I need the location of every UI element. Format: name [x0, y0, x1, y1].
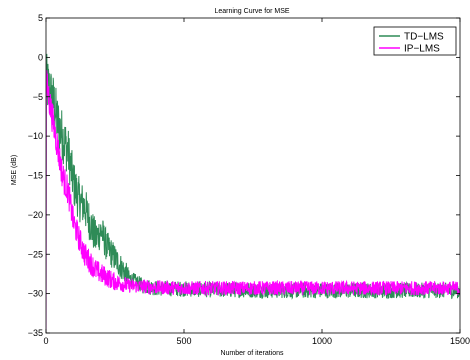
legend-label-0: TD−LMS — [404, 32, 444, 43]
series-layer — [46, 53, 460, 333]
y-tick-label-1: 0 — [38, 52, 43, 62]
series-line-0 — [46, 53, 460, 333]
y-tick-label-0: 5 — [38, 13, 43, 23]
y-tick-label-6: −25 — [28, 249, 43, 259]
legend-box — [373, 26, 457, 56]
x-tick-label-1: 500 — [176, 336, 191, 346]
axes-layer: 0 500 1000 1500 5 0 −5 −10 −15 −20 −25 −30 −35 — [28, 13, 470, 346]
series-line-1 — [46, 70, 460, 333]
x-axis-label: Number of iterations — [220, 350, 284, 357]
y-tick-label-2: −5 — [33, 92, 43, 102]
x-tick-label-2: 1000 — [312, 336, 332, 346]
y-tick-label-4: −15 — [28, 171, 43, 181]
x-tick-label-3: 1500 — [450, 336, 470, 346]
y-tick-label-3: −10 — [28, 131, 43, 141]
y-axis-label: MSE (dB) — [11, 155, 18, 185]
y-tick-label-7: −30 — [28, 289, 43, 299]
legend-label-1: IP−LMS — [404, 44, 440, 55]
chart-title: Learning Curve for MSE — [214, 8, 289, 15]
y-tick-label-8: −35 — [28, 328, 43, 338]
y-tick-label-5: −20 — [28, 210, 43, 220]
x-tick-label-0: 0 — [43, 336, 48, 346]
